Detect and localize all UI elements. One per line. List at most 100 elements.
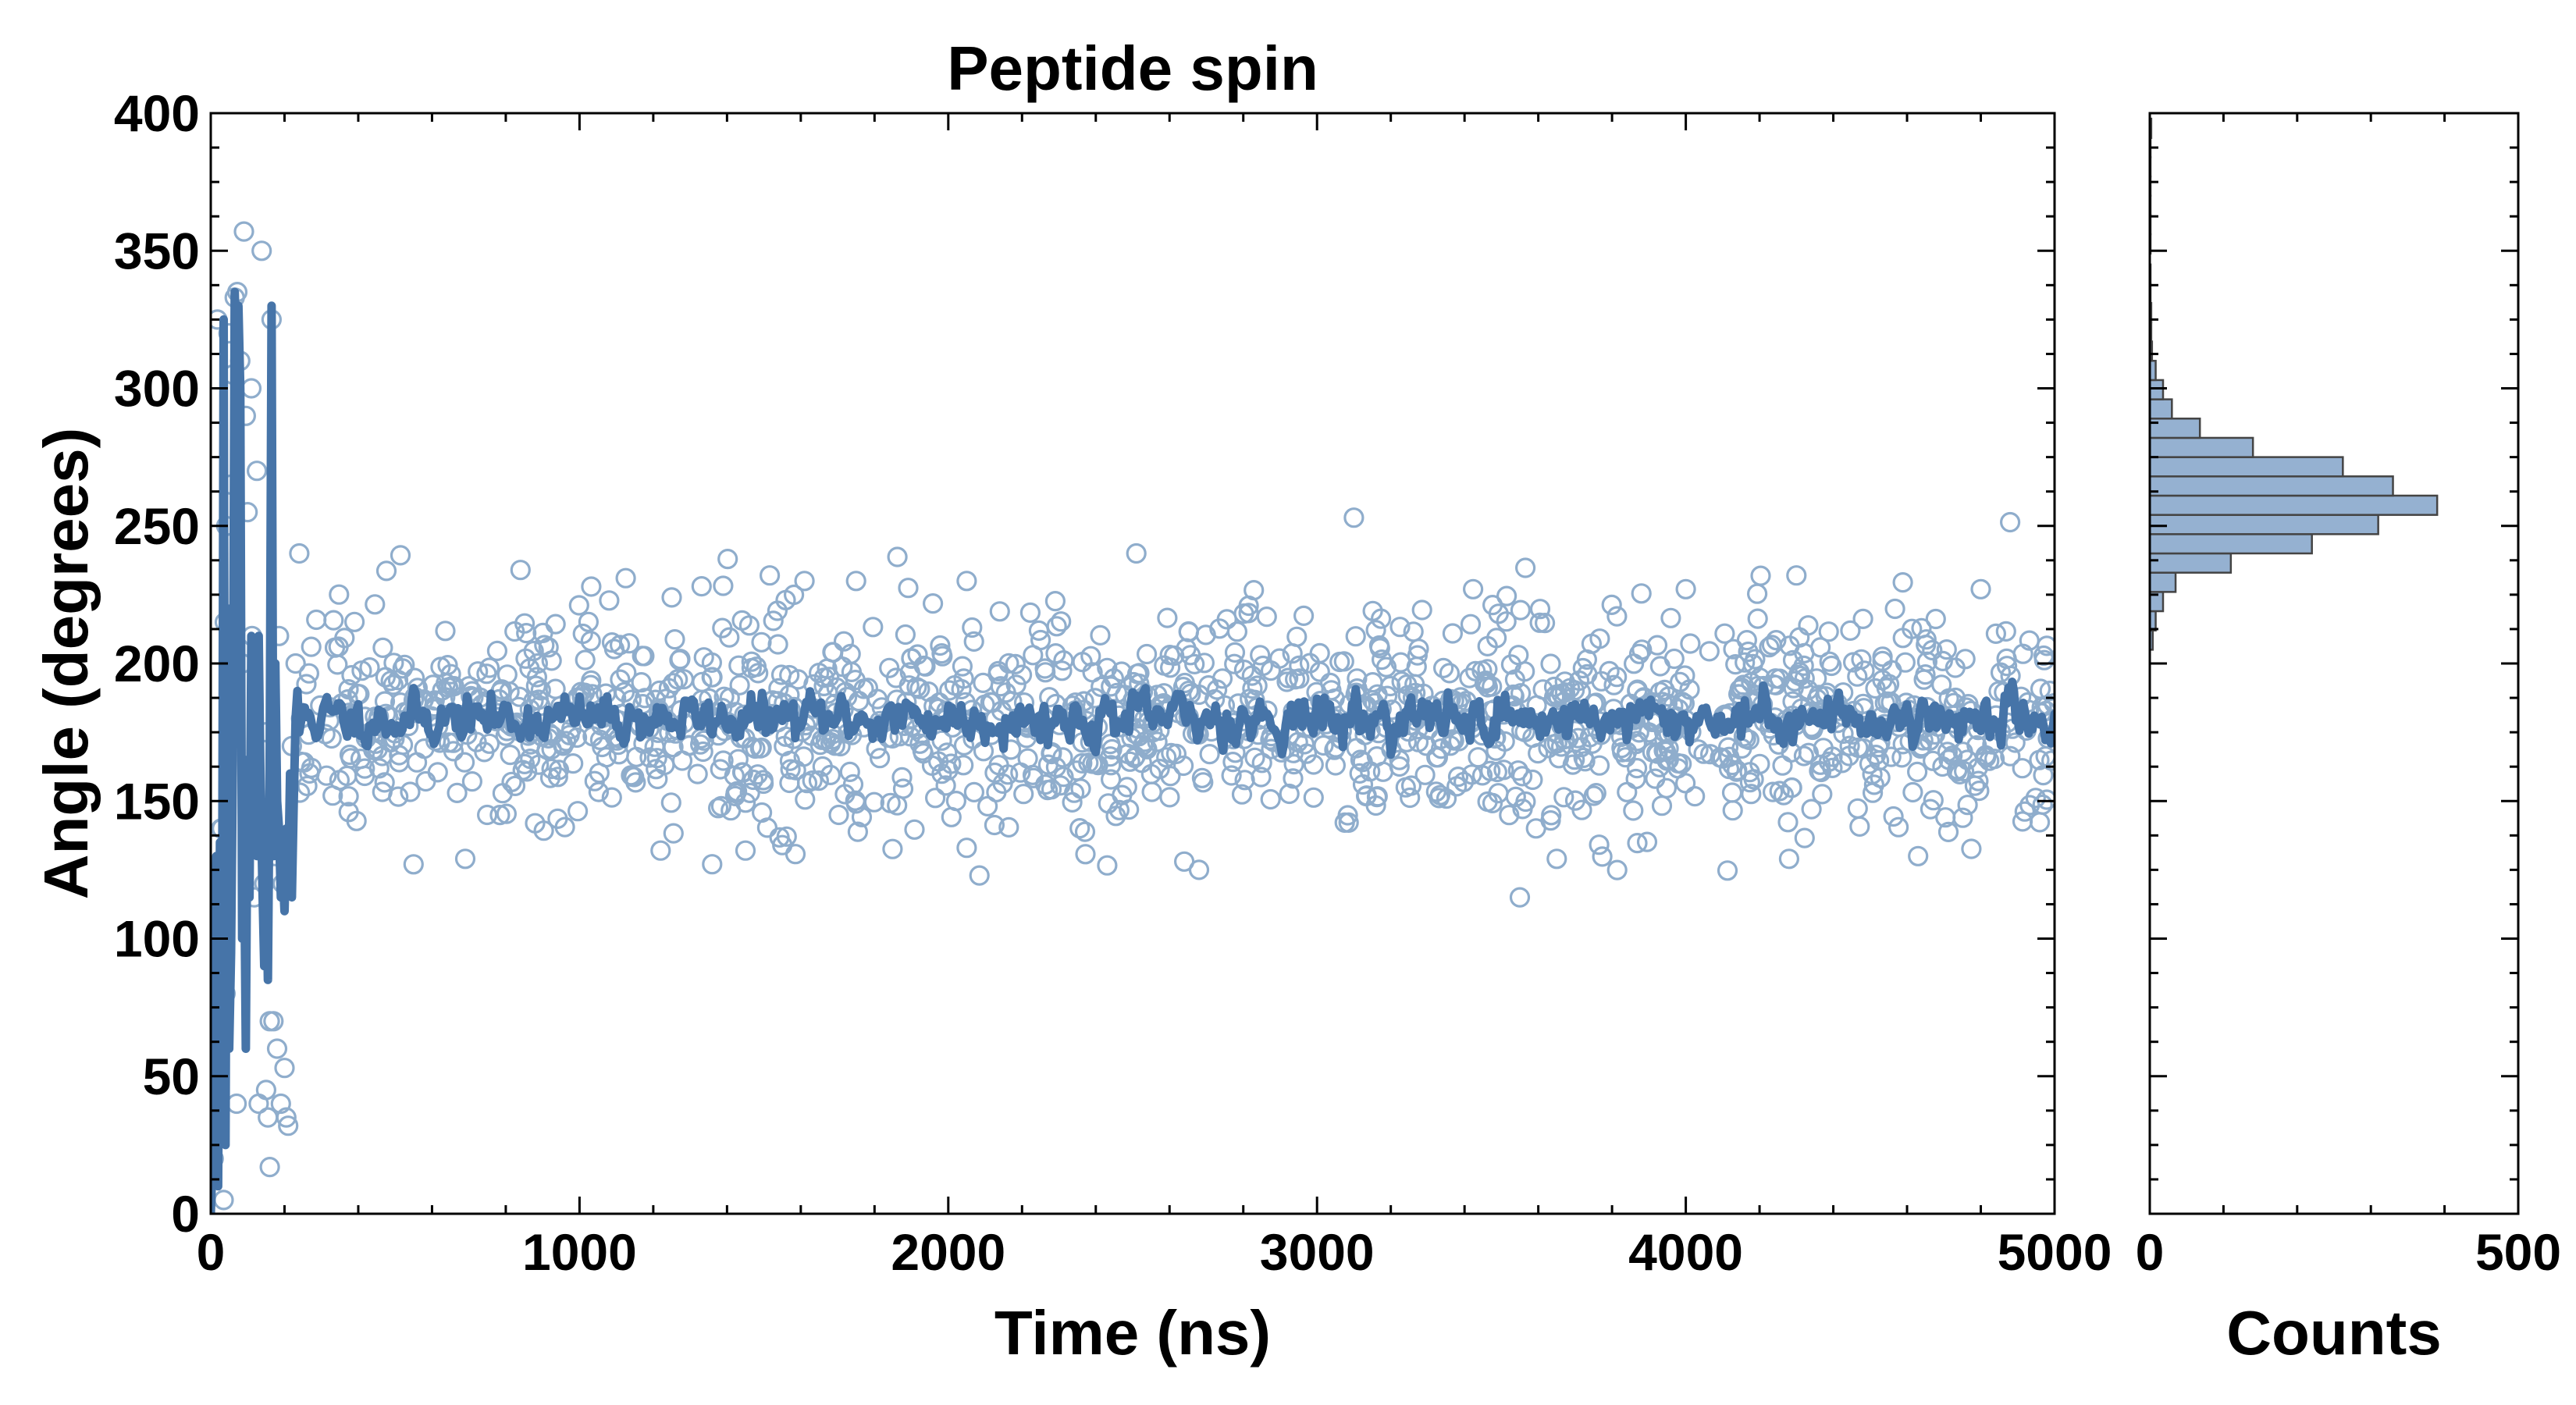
scatter-point <box>1080 646 1101 667</box>
scatter-point <box>1714 623 1735 644</box>
y-tick-label: 50 <box>143 1048 200 1105</box>
scatter-point <box>1063 782 1085 803</box>
scatter-point <box>1674 665 1695 686</box>
scatter-point <box>658 678 680 699</box>
scatter-point <box>1442 623 1464 644</box>
scatter-point <box>719 687 740 709</box>
scatter-point <box>1224 642 1246 663</box>
scatter-point <box>794 571 815 592</box>
scatter-point <box>440 663 461 685</box>
main-plot-marks <box>211 221 2055 1214</box>
scatter-point <box>1511 766 1533 787</box>
scatter-point <box>1221 765 1242 786</box>
scatter-point <box>1278 667 1299 688</box>
scatter-point <box>1188 859 1210 880</box>
scatter-point <box>1718 758 1740 780</box>
scatter-point <box>631 671 652 693</box>
scatter-point <box>879 657 900 678</box>
x-axis-title: Time (ns) <box>994 1298 1271 1368</box>
scatter-point <box>1806 668 1827 689</box>
scatter-point <box>887 795 908 816</box>
scatter-point <box>918 681 939 702</box>
scatter-point <box>492 783 514 804</box>
scatter-point <box>344 611 365 632</box>
scatter-point <box>901 648 922 669</box>
y-tick-label: 150 <box>114 772 200 830</box>
scatter-point <box>1526 695 1547 716</box>
histogram-bars <box>2150 117 2439 651</box>
scatter-point <box>731 610 753 631</box>
scatter-point <box>1554 671 1575 692</box>
scatter-point <box>931 642 952 664</box>
scatter-point <box>1589 628 1610 649</box>
scatter-point <box>938 759 959 781</box>
scatter-point <box>1761 635 1782 656</box>
y-tick-label: 100 <box>114 910 200 968</box>
scatter-point <box>1325 755 1347 776</box>
scatter-point <box>1543 676 1565 698</box>
scatter-point <box>1499 805 1520 826</box>
scatter-point <box>952 656 973 677</box>
scatter-point <box>1880 746 1902 767</box>
scatter-point <box>1251 767 1272 788</box>
scatter-point <box>1747 583 1768 604</box>
scatter-point <box>1786 565 1807 586</box>
scatter-point <box>1482 792 1503 814</box>
scatter-point <box>1406 656 1427 678</box>
scatter-point <box>338 802 359 823</box>
scatter-point <box>1908 845 1929 866</box>
scatter-point <box>863 617 884 638</box>
histogram-bar <box>2150 456 2344 478</box>
scatter-point <box>909 678 930 699</box>
scatter-point <box>899 726 921 747</box>
scatter-point <box>1821 655 1842 677</box>
scatter-point <box>1564 749 1585 770</box>
scatter-point <box>1149 758 1170 780</box>
scatter-point <box>390 545 411 566</box>
scatter-point <box>1957 749 1978 770</box>
scatter-point <box>1011 664 1033 685</box>
scatter-point <box>1375 656 1397 678</box>
scatter-point <box>278 1115 299 1136</box>
scatter-point <box>1074 821 1096 842</box>
scatter-point <box>2035 745 2055 767</box>
scatter-point <box>1289 655 1310 677</box>
scatter-point <box>802 770 823 791</box>
scatter-point <box>1199 743 1220 765</box>
scatter-point <box>1952 807 1973 828</box>
scatter-point <box>1366 745 1388 767</box>
scatter-point <box>1995 621 2016 642</box>
scatter-point <box>1631 583 1652 604</box>
scatter-point <box>1617 781 1638 802</box>
scatter-point <box>1238 595 1259 617</box>
scatter-point <box>1430 738 1452 759</box>
scatter-point <box>1546 733 1567 754</box>
histogram-bar <box>2150 494 2439 516</box>
scatter-point <box>514 613 535 634</box>
scatter-point <box>664 628 685 650</box>
scatter-point <box>1789 662 1810 683</box>
scatter-point <box>1504 669 1526 690</box>
scatter-point <box>1884 598 1905 620</box>
scatter-point <box>526 667 548 688</box>
scatter-point <box>1601 594 1622 616</box>
scatter-point <box>1222 751 1244 773</box>
scatter-point <box>1159 787 1180 808</box>
scatter-point <box>1717 737 1739 758</box>
scatter-point <box>1345 626 1366 647</box>
scatter-point <box>1603 674 1624 695</box>
scatter-point <box>1794 827 1815 848</box>
scatter-point <box>1529 599 1551 620</box>
scatter-point <box>1119 751 1140 772</box>
scatter-point <box>1362 671 1383 693</box>
scatter-point <box>735 840 756 861</box>
scatter-point <box>1564 790 1586 811</box>
scatter-point <box>240 378 262 399</box>
scatter-point <box>1996 648 2017 670</box>
scatter-point <box>1101 755 1122 776</box>
scatter-point <box>400 781 421 802</box>
scatter-point <box>693 730 714 751</box>
scatter-point <box>1160 766 1181 787</box>
scatter-point <box>454 848 476 870</box>
scatter-point <box>1966 735 1987 756</box>
